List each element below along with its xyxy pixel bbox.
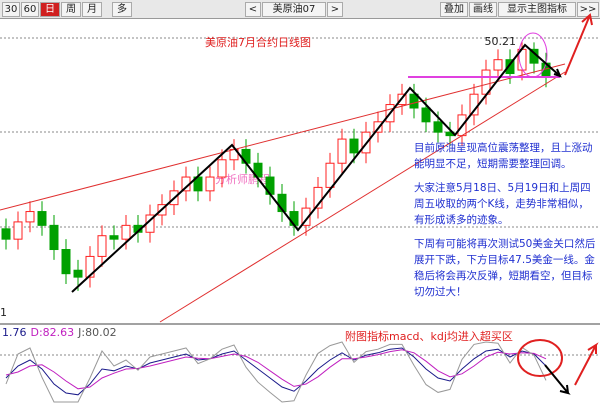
candle-body xyxy=(73,269,83,278)
candle-body xyxy=(313,186,323,209)
candle-body xyxy=(37,211,47,226)
candle-body xyxy=(49,224,59,251)
candle-body xyxy=(13,221,23,240)
note: 下周有可能将再次测试50美金关口然后展开下跌，下方目标47.5美金一线。金稳后将… xyxy=(414,238,596,298)
candle-body xyxy=(301,207,311,226)
candle-body xyxy=(97,235,107,257)
candle-body xyxy=(85,255,95,278)
period-button[interactable]: 日 xyxy=(40,2,60,17)
period-button[interactable]: 60 xyxy=(21,2,39,17)
trend-line xyxy=(0,63,566,211)
indicator-label: D:82.63 xyxy=(31,326,75,339)
tool-button[interactable]: 叠加 xyxy=(440,2,468,17)
highlight-ellipse xyxy=(517,339,563,377)
indicator-title: 附图指标macd、kdj均进入超买区 xyxy=(345,329,513,343)
up-arrow xyxy=(564,13,593,76)
period-button[interactable]: 30 xyxy=(2,2,20,17)
highlight-ellipse xyxy=(518,32,548,78)
tool-button[interactable]: 画线 xyxy=(469,2,497,17)
up-arrow xyxy=(574,342,599,386)
candle-body xyxy=(325,162,335,188)
prev-button[interactable]: < xyxy=(245,2,261,17)
candle-body xyxy=(421,107,431,123)
high-label: 50.21 xyxy=(485,35,517,48)
indicator-line xyxy=(5,341,547,403)
candle-body xyxy=(433,121,443,133)
candle-body xyxy=(25,211,35,223)
arrow-head xyxy=(553,68,562,78)
chart-title: 美原油7月合约日线图 xyxy=(205,35,311,49)
indicator-label: J:80.02 xyxy=(77,326,116,339)
candle-body xyxy=(505,59,515,74)
axis-fragment: 1 xyxy=(0,306,7,319)
trend-line xyxy=(159,71,566,323)
candle-body xyxy=(217,159,227,178)
period-button[interactable]: 月 xyxy=(82,2,102,17)
indicator: 1.76 D:82.63 J:80.02 xyxy=(2,326,547,403)
candle-body xyxy=(241,148,251,164)
indicator-label: 1.76 xyxy=(2,326,27,339)
down-arrow xyxy=(544,364,571,395)
candle-body xyxy=(205,176,215,192)
wave-arrow xyxy=(71,43,561,293)
note: 目前原油呈现高位震荡整理，且上涨动能明显不足，短期需要整理回调。 xyxy=(414,142,593,170)
candle-body xyxy=(121,224,131,240)
candle-body xyxy=(493,59,503,71)
candle-body xyxy=(337,138,347,164)
candle-body xyxy=(61,249,71,275)
period-button[interactable]: 多 xyxy=(112,2,132,17)
candle-body xyxy=(409,93,419,109)
candle-body xyxy=(1,228,11,240)
candle-body xyxy=(109,235,119,240)
period-button[interactable]: 周 xyxy=(61,2,81,17)
next-button[interactable]: > xyxy=(327,2,343,17)
note: 大家注意5月18日、5月19日和上周四周五收取的两个K线，走势非常相似，有形成诱… xyxy=(414,182,591,226)
annotations xyxy=(0,13,599,395)
candle-body xyxy=(349,138,359,154)
symbol[interactable]: 美原油07 xyxy=(262,2,326,17)
tool-button[interactable]: 显示主图指标 xyxy=(498,2,576,17)
toolbar: 30 60 日 周 月 多 < 美原油07 > 叠加 画线 显示主图指标 >> xyxy=(0,0,600,19)
